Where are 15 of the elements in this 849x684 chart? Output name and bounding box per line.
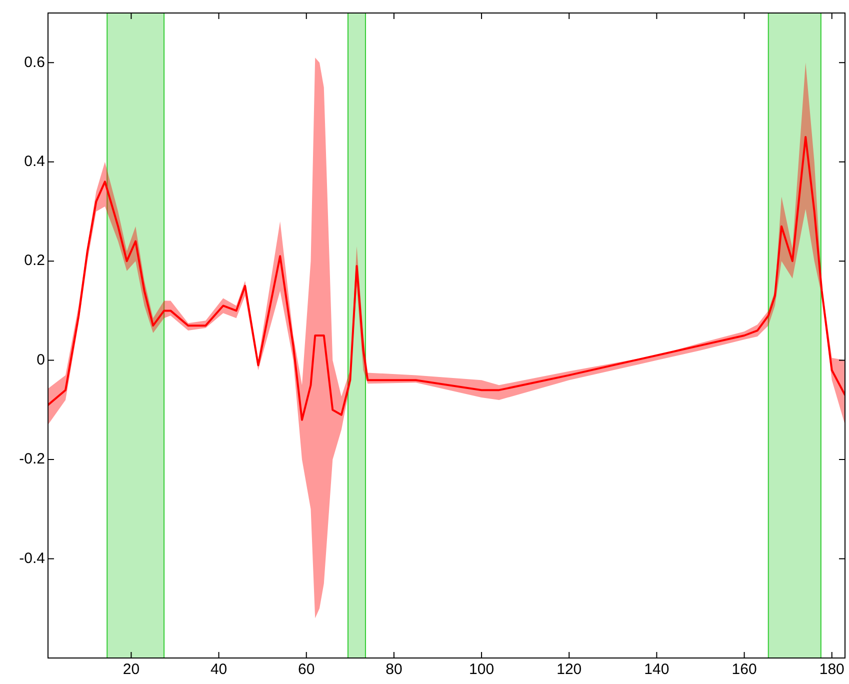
x-tick-label: 80 <box>386 661 402 678</box>
x-tick-label: 60 <box>298 661 315 678</box>
y-tick-label: -0.4 <box>19 550 45 567</box>
x-tick-label: 160 <box>732 661 757 678</box>
x-tick-label: 40 <box>210 661 228 678</box>
y-tick-label: 0.6 <box>24 54 45 71</box>
y-tick-label: 0.4 <box>24 152 45 170</box>
x-tick-label: 140 <box>644 661 670 678</box>
x-tick-label: 120 <box>556 661 582 678</box>
x-tick-label: 20 <box>122 661 140 678</box>
x-tick-label: 100 <box>469 661 494 678</box>
y-tick-label: 0.2 <box>24 252 45 270</box>
y-tick-label: 0 <box>36 351 45 368</box>
y-tick-label: -0.2 <box>19 450 45 468</box>
x-tick-label: 180 <box>819 661 844 678</box>
